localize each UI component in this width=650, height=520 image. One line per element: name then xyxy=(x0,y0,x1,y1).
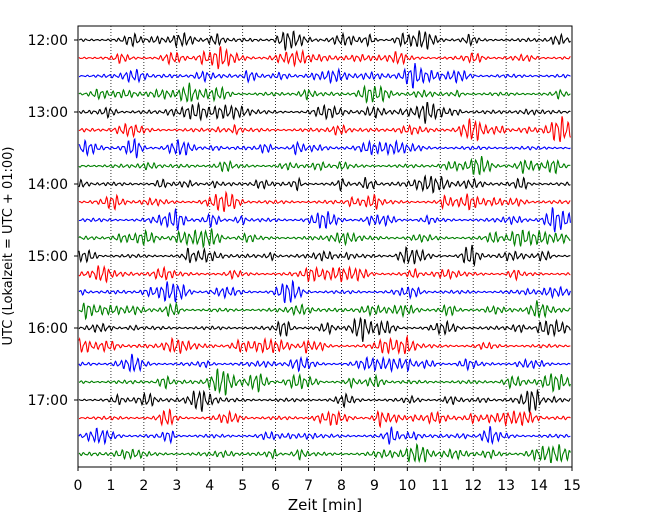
seismogram-trace xyxy=(78,101,571,124)
seismogram-trace xyxy=(78,228,571,249)
seismogram-trace xyxy=(78,408,571,429)
seismogram-trace xyxy=(78,30,571,51)
seismogram-trace xyxy=(78,264,571,284)
y-tick-label: 13:00 xyxy=(28,105,68,121)
seismogram-trace xyxy=(78,334,571,355)
x-tick-label: 1 xyxy=(106,478,115,494)
x-tick-label: 14 xyxy=(530,478,548,494)
seismogram-trace xyxy=(78,155,571,176)
x-tick-label: 10 xyxy=(398,478,416,494)
seismogram-trace xyxy=(78,174,571,194)
seismogram-trace xyxy=(78,368,571,396)
seismogram-trace xyxy=(78,116,571,143)
x-tick-label: 3 xyxy=(172,478,181,494)
seismogram-trace xyxy=(78,388,571,413)
x-tick-label: 13 xyxy=(497,478,515,494)
x-tick-label: 9 xyxy=(370,478,379,494)
seismogram-trace xyxy=(78,207,571,233)
x-tick-label: 12 xyxy=(464,478,482,494)
seismogram-trace xyxy=(78,442,571,464)
seismogram-trace xyxy=(78,137,571,159)
x-axis-ticks: 0 1 2 3 4 5 6 7 8 9 10 11 12 13 14 15 xyxy=(74,467,581,494)
seismogram-trace xyxy=(78,82,571,104)
y-tick-label: 15:00 xyxy=(28,249,68,265)
y-axis-ticks: 12:00 13:00 14:00 15:00 16:00 17:00 xyxy=(28,33,78,409)
seismogram-trace xyxy=(78,190,571,213)
x-tick-label: 6 xyxy=(271,478,280,494)
x-tick-label: 7 xyxy=(304,478,313,494)
y-tick-label: 17:00 xyxy=(28,393,68,409)
seismogram-trace xyxy=(78,300,571,321)
y-tick-label: 14:00 xyxy=(28,177,68,193)
x-tick-label: 15 xyxy=(563,478,581,494)
seismogram-trace xyxy=(78,46,571,70)
x-axis-label: Zeit [min] xyxy=(288,496,362,514)
seismogram-trace xyxy=(78,425,571,446)
x-tick-label: 5 xyxy=(238,478,247,494)
x-tick-label: 0 xyxy=(74,478,83,494)
seismogram-trace xyxy=(78,63,571,89)
y-axis-label: UTC (Lokalzeit = UTC + 01:00) xyxy=(1,147,16,346)
seismogram-trace xyxy=(78,279,571,304)
seismogram-trace xyxy=(78,353,571,374)
seismogram-trace xyxy=(78,244,571,267)
trace-group xyxy=(78,30,571,464)
x-tick-label: 2 xyxy=(139,478,148,494)
x-tick-label: 11 xyxy=(431,478,449,494)
plot-frame xyxy=(77,25,573,468)
y-tick-label: 16:00 xyxy=(28,321,68,337)
x-tick-label: 4 xyxy=(205,478,214,494)
y-tick-label: 12:00 xyxy=(28,33,68,49)
seismogram-trace xyxy=(78,316,571,342)
x-tick-label: 8 xyxy=(337,478,346,494)
